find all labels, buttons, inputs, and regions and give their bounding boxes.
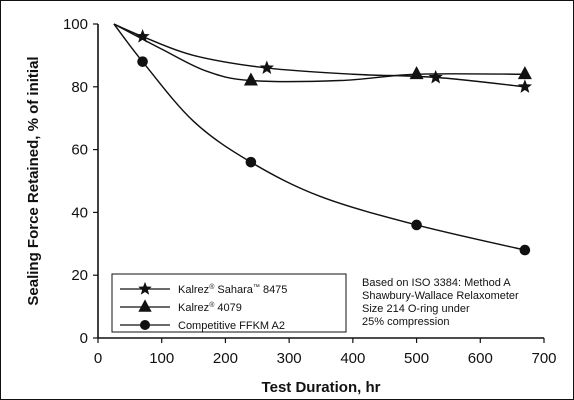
method-note-line: Size 214 O-ring under: [362, 303, 470, 315]
x-tick-label: 400: [340, 350, 365, 367]
y-tick-label: 100: [63, 16, 88, 33]
legend-superscript: ®: [209, 283, 215, 291]
method-note-line: 25% compression: [362, 316, 449, 328]
x-tick-label: 700: [531, 350, 556, 367]
data-point-circle: [411, 219, 422, 231]
legend-superscript: ®: [209, 301, 215, 309]
series-line-circle: [113, 23, 526, 251]
data-point-circle: [245, 156, 257, 168]
data-point-triangle: [409, 66, 424, 80]
y-tick-label: 20: [71, 267, 88, 284]
legend-label: Kalrez® 4079: [178, 301, 242, 314]
y-tick-label: 60: [71, 142, 88, 159]
x-tick-label: 300: [277, 350, 302, 367]
x-tick-label: 0: [94, 350, 102, 367]
legend-marker-triangle: [138, 299, 152, 312]
legend-marker-star: [138, 281, 152, 295]
legend-text-part: Sahara: [214, 284, 253, 296]
y-tick-label: 40: [71, 204, 88, 221]
legend-text-part: Competitive FFKM A2: [178, 320, 285, 332]
legend-text-part: Kalrez: [178, 302, 209, 314]
y-axis-title: Sealing Force Retained, % of initial: [25, 56, 42, 305]
data-point-triangle: [243, 72, 258, 86]
series-line-star: [113, 23, 525, 88]
x-tick-label: 200: [213, 350, 238, 367]
data-point-circle: [137, 56, 148, 67]
data-point-circle: [519, 244, 531, 256]
data-point-triangle: [517, 66, 532, 80]
y-tick-label: 80: [71, 79, 88, 96]
x-tick-label: 600: [468, 350, 493, 367]
legend-box: [111, 273, 347, 333]
x-tick-label: 500: [404, 350, 429, 367]
legend-text-part: 8475: [260, 284, 288, 296]
x-tick-label: 100: [149, 350, 174, 367]
method-note-line: Shawbury-Wallace Relaxometer: [362, 290, 519, 302]
data-point-star: [259, 60, 274, 75]
data-point-star: [428, 69, 443, 84]
legend-label: Kalrez® Sahara™ 8475: [178, 283, 287, 296]
legend-text-part: 4079: [214, 302, 242, 314]
x-axis-title: Test Duration, hr: [262, 379, 381, 396]
data-point-star: [135, 29, 150, 43]
data-point-star: [517, 79, 533, 93]
legend-superscript: ™: [253, 284, 260, 291]
series-line-triangle: [113, 23, 525, 83]
y-tick-label: 0: [80, 330, 88, 347]
legend-marker-circle: [139, 319, 151, 331]
legend-label: Competitive FFKM A2: [178, 320, 285, 332]
legend-text-part: Kalrez: [178, 284, 209, 296]
method-note-line: Based on ISO 3384: Method A: [362, 277, 511, 289]
